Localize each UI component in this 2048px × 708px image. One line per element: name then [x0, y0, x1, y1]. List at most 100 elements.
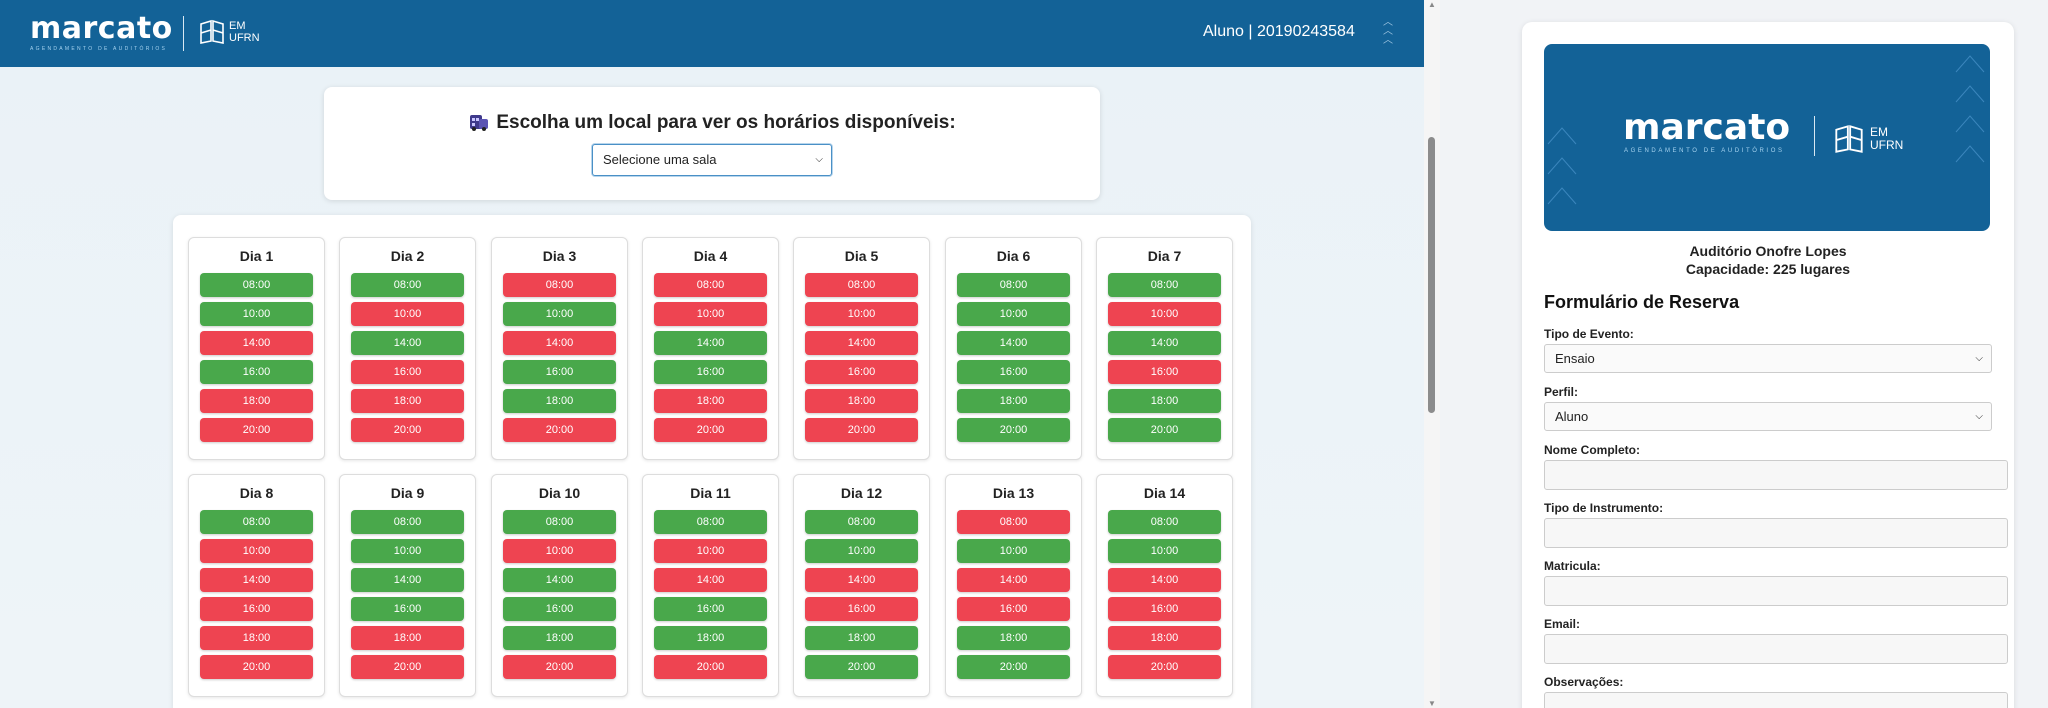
- time-slot-available[interactable]: 10:00: [957, 302, 1070, 326]
- time-slot-available[interactable]: 18:00: [503, 389, 616, 413]
- profile-select[interactable]: Aluno ⌵: [1544, 402, 1992, 431]
- time-slot-available[interactable]: 08:00: [503, 510, 616, 534]
- time-slot-booked[interactable]: 14:00: [1108, 568, 1221, 592]
- email-input[interactable]: [1544, 634, 2008, 664]
- vertical-scrollbar[interactable]: ▲ ▼: [1424, 0, 1440, 708]
- time-slot-available[interactable]: 18:00: [654, 626, 767, 650]
- time-slot-available[interactable]: 16:00: [503, 597, 616, 621]
- time-slot-booked[interactable]: 08:00: [503, 273, 616, 297]
- time-slot-available[interactable]: 10:00: [805, 539, 918, 563]
- scrollbar-thumb[interactable]: [1428, 137, 1435, 413]
- scroll-down-arrow-icon[interactable]: ▼: [1428, 699, 1436, 708]
- time-slot-available[interactable]: 10:00: [200, 302, 313, 326]
- time-slot-booked[interactable]: 14:00: [200, 568, 313, 592]
- time-slot-booked[interactable]: 14:00: [654, 568, 767, 592]
- time-slot-booked[interactable]: 20:00: [351, 655, 464, 679]
- time-slot-booked[interactable]: 18:00: [654, 389, 767, 413]
- time-slot-available[interactable]: 14:00: [503, 568, 616, 592]
- time-slot-booked[interactable]: 20:00: [654, 418, 767, 442]
- time-slot-booked[interactable]: 10:00: [200, 539, 313, 563]
- time-slot-available[interactable]: 18:00: [957, 626, 1070, 650]
- time-slot-booked[interactable]: 08:00: [805, 273, 918, 297]
- banner-ufrn-line-em: EM: [1870, 125, 1888, 139]
- time-slot-booked[interactable]: 10:00: [654, 302, 767, 326]
- time-slot-booked[interactable]: 20:00: [503, 418, 616, 442]
- enrollment-input[interactable]: [1544, 576, 2008, 606]
- time-slot-booked[interactable]: 20:00: [654, 655, 767, 679]
- time-slot-booked[interactable]: 20:00: [805, 418, 918, 442]
- time-slot-booked[interactable]: 20:00: [200, 655, 313, 679]
- time-slot-booked[interactable]: 16:00: [351, 360, 464, 384]
- time-slot-booked[interactable]: 20:00: [1108, 655, 1221, 679]
- time-slot-booked[interactable]: 18:00: [1108, 626, 1221, 650]
- time-slot-available[interactable]: 16:00: [503, 360, 616, 384]
- time-slot-booked[interactable]: 18:00: [351, 389, 464, 413]
- time-slot-available[interactable]: 08:00: [957, 273, 1070, 297]
- notes-input[interactable]: [1544, 692, 2008, 708]
- time-slot-booked[interactable]: 10:00: [503, 539, 616, 563]
- time-slot-available[interactable]: 08:00: [805, 510, 918, 534]
- time-slot-booked[interactable]: 18:00: [805, 389, 918, 413]
- time-slot-available[interactable]: 20:00: [1108, 418, 1221, 442]
- time-slot-booked[interactable]: 16:00: [1108, 597, 1221, 621]
- time-slot-booked[interactable]: 16:00: [805, 360, 918, 384]
- time-slot-booked[interactable]: 20:00: [503, 655, 616, 679]
- time-slot-booked[interactable]: 16:00: [1108, 360, 1221, 384]
- time-slot-booked[interactable]: 14:00: [805, 568, 918, 592]
- time-slot-available[interactable]: 16:00: [957, 360, 1070, 384]
- time-slot-booked[interactable]: 14:00: [957, 568, 1070, 592]
- time-slot-booked[interactable]: 08:00: [957, 510, 1070, 534]
- time-slot-available[interactable]: 16:00: [200, 360, 313, 384]
- time-slot-booked[interactable]: 20:00: [351, 418, 464, 442]
- time-slot-available[interactable]: 08:00: [1108, 273, 1221, 297]
- time-slot-booked[interactable]: 10:00: [654, 539, 767, 563]
- time-slot-available[interactable]: 16:00: [351, 597, 464, 621]
- time-slot-available[interactable]: 10:00: [503, 302, 616, 326]
- time-slot-available[interactable]: 14:00: [351, 568, 464, 592]
- time-slot-booked[interactable]: 16:00: [805, 597, 918, 621]
- time-slot-booked[interactable]: 10:00: [805, 302, 918, 326]
- time-slot-available[interactable]: 16:00: [654, 360, 767, 384]
- marcato-logo[interactable]: marcato AGENDAMENTO DE AUDITÓRIOS: [30, 14, 173, 53]
- full-name-input[interactable]: [1544, 460, 2008, 490]
- time-slot-available[interactable]: 18:00: [957, 389, 1070, 413]
- time-slot-available[interactable]: 18:00: [503, 626, 616, 650]
- user-info[interactable]: Aluno | 2019024358​4: [1203, 23, 1355, 40]
- time-slot-available[interactable]: 08:00: [351, 510, 464, 534]
- full-name-label: Nome Completo:: [1544, 443, 1640, 457]
- time-slot-available[interactable]: 08:00: [1108, 510, 1221, 534]
- time-slot-available[interactable]: 18:00: [1108, 389, 1221, 413]
- time-slot-available[interactable]: 08:00: [200, 510, 313, 534]
- time-slot-available[interactable]: 14:00: [957, 331, 1070, 355]
- time-slot-available[interactable]: 08:00: [351, 273, 464, 297]
- time-slot-booked[interactable]: 18:00: [200, 626, 313, 650]
- time-slot-available[interactable]: 08:00: [654, 510, 767, 534]
- event-type-select[interactable]: Ensaio ⌵: [1544, 344, 1992, 373]
- time-slot-available[interactable]: 18:00: [805, 626, 918, 650]
- time-slot-available[interactable]: 10:00: [957, 539, 1070, 563]
- time-slot-booked[interactable]: 14:00: [805, 331, 918, 355]
- time-slot-available[interactable]: 20:00: [957, 655, 1070, 679]
- time-slot-available[interactable]: 08:00: [200, 273, 313, 297]
- time-slot-available[interactable]: 10:00: [351, 539, 464, 563]
- time-slot-booked[interactable]: 16:00: [200, 597, 313, 621]
- time-slot-available[interactable]: 14:00: [654, 331, 767, 355]
- room-select[interactable]: Selecione uma sala ⌵: [592, 144, 832, 176]
- time-slot-available[interactable]: 14:00: [1108, 331, 1221, 355]
- time-slot-booked[interactable]: 10:00: [351, 302, 464, 326]
- time-slot-booked[interactable]: 14:00: [200, 331, 313, 355]
- time-slot-available[interactable]: 20:00: [805, 655, 918, 679]
- scroll-up-arrow-icon[interactable]: ▲: [1428, 0, 1436, 9]
- time-slot-booked[interactable]: 18:00: [200, 389, 313, 413]
- time-slot-booked[interactable]: 08:00: [654, 273, 767, 297]
- time-slot-booked[interactable]: 10:00: [1108, 302, 1221, 326]
- time-slot-booked[interactable]: 16:00: [957, 597, 1070, 621]
- time-slot-available[interactable]: 20:00: [957, 418, 1070, 442]
- time-slot-booked[interactable]: 20:00: [200, 418, 313, 442]
- time-slot-available[interactable]: 10:00: [1108, 539, 1221, 563]
- time-slot-booked[interactable]: 18:00: [351, 626, 464, 650]
- instrument-input[interactable]: [1544, 518, 2008, 548]
- time-slot-available[interactable]: 16:00: [654, 597, 767, 621]
- time-slot-available[interactable]: 14:00: [351, 331, 464, 355]
- time-slot-booked[interactable]: 14:00: [503, 331, 616, 355]
